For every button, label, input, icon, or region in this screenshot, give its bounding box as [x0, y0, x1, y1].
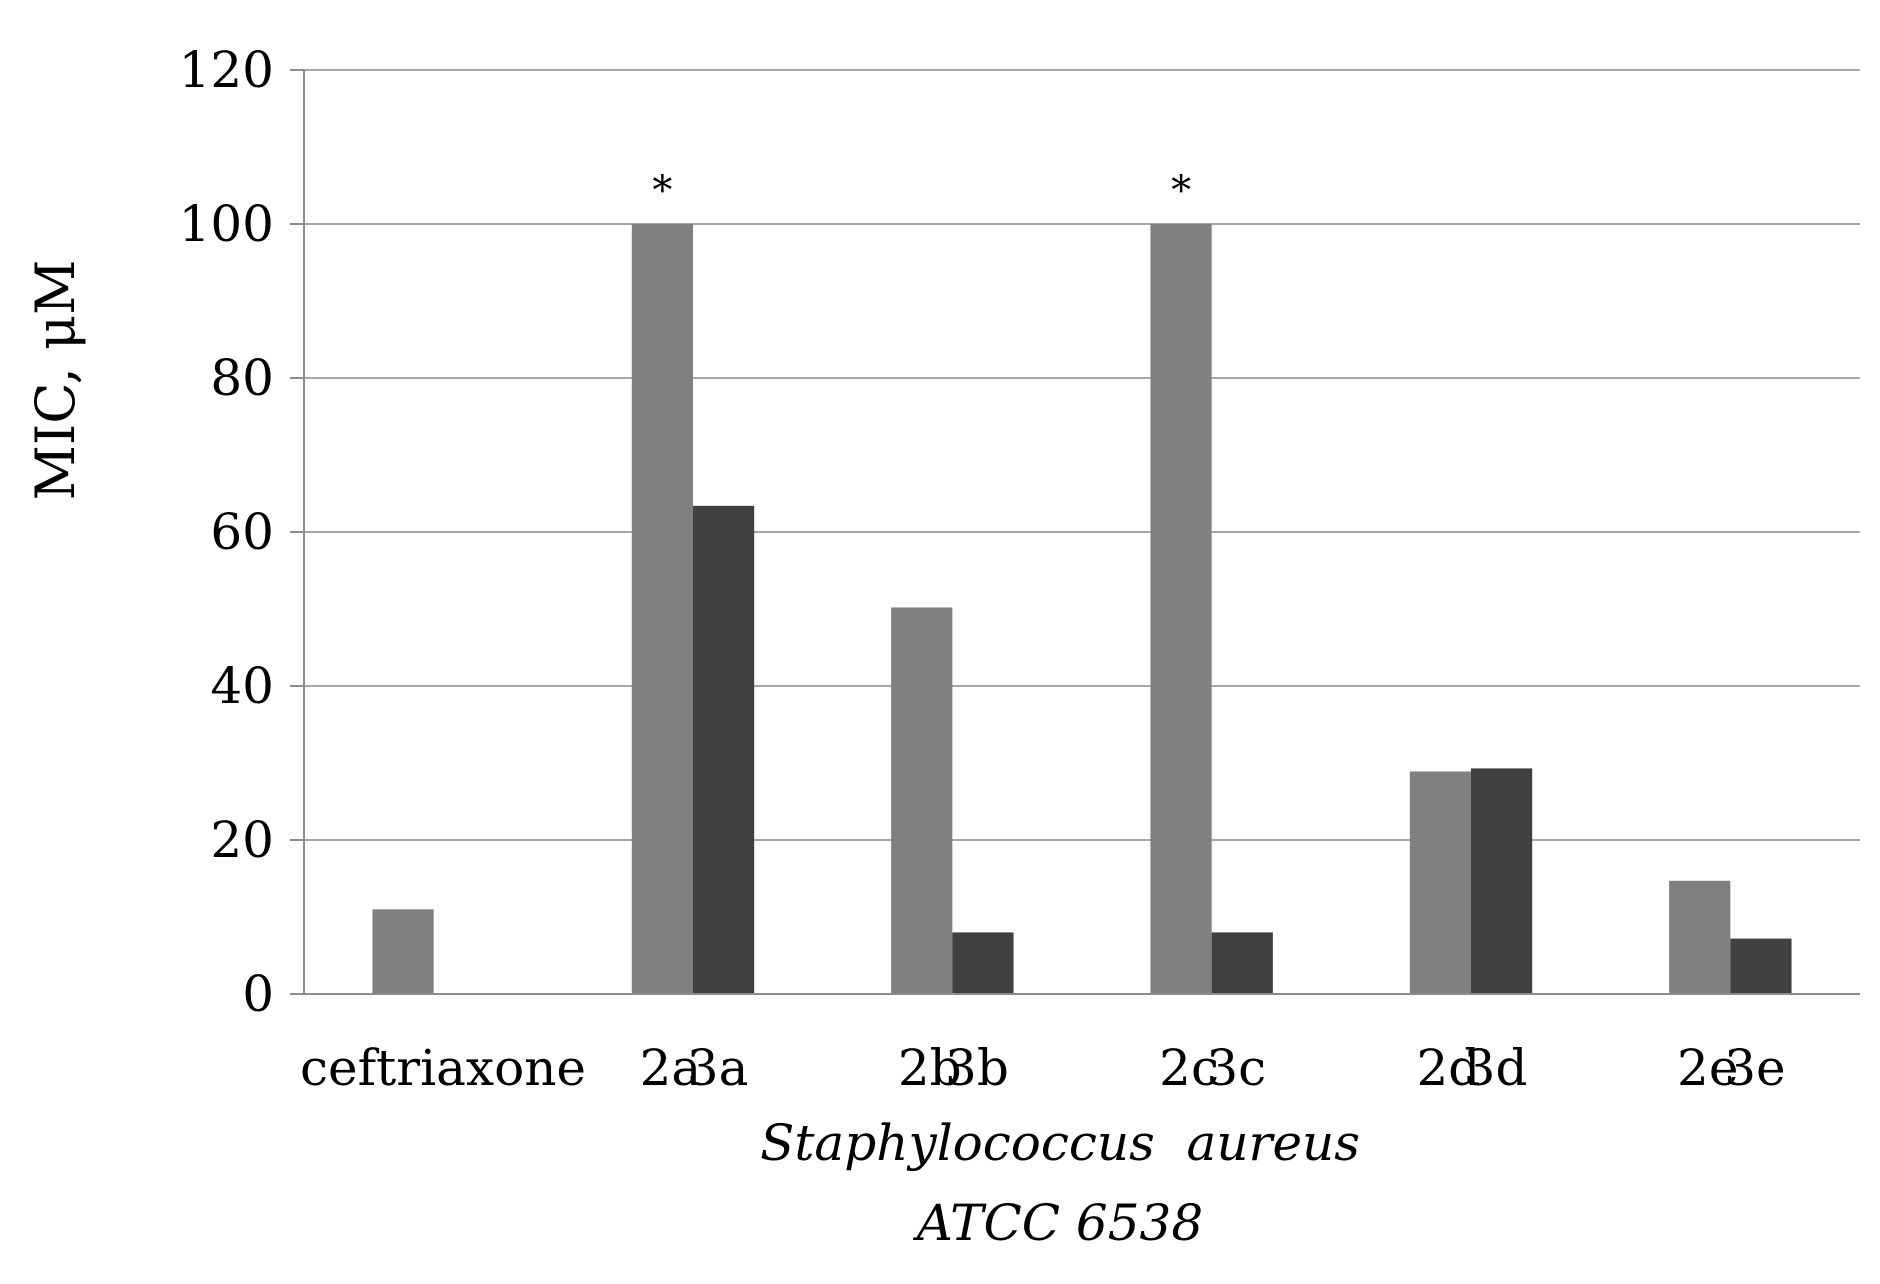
category-label: 3b: [945, 1039, 1009, 1097]
x-axis-label-line-1: Staphylococcus aureus: [760, 1114, 1360, 1172]
significance-markers: * *: [652, 168, 1191, 214]
category-label: 2c: [1159, 1039, 1219, 1097]
bar-3d: [1471, 768, 1533, 994]
category-label: 2e: [1677, 1039, 1738, 1097]
y-tick-label: 60: [210, 503, 274, 561]
category-label: 2b: [898, 1039, 962, 1097]
gridlines: [304, 69, 1860, 841]
bar-3b: [952, 932, 1014, 994]
y-tick-label: 0: [242, 965, 274, 1023]
category-label: 3a: [687, 1039, 749, 1097]
y-tick-label: 40: [210, 657, 274, 715]
bar-3e: [1730, 938, 1792, 994]
bar-2e: [1669, 880, 1731, 994]
category-label: 3e: [1724, 1039, 1785, 1097]
y-tick-label: 80: [210, 349, 274, 407]
bar-2c: [1150, 224, 1212, 994]
bar-2b: [891, 607, 953, 994]
category-label: 2d: [1416, 1039, 1480, 1097]
category-label: 2a: [640, 1039, 702, 1097]
y-tick-label: 20: [210, 811, 274, 869]
bar-2a: [631, 224, 693, 994]
y-tick-labels: 0 20 40 60 80 100 120: [179, 41, 304, 1023]
bar-2d: [1409, 771, 1471, 994]
significance-star: *: [1171, 168, 1191, 214]
category-label: 3c: [1206, 1039, 1266, 1097]
y-tick-label: 100: [179, 195, 274, 253]
category-label: 3d: [1464, 1039, 1528, 1097]
x-axis-label-line-2: ATCC 6538: [913, 1194, 1203, 1252]
bars: [372, 224, 1792, 994]
y-axis-label: MIC, μM: [24, 260, 87, 501]
significance-star: *: [652, 168, 672, 214]
y-tick-label: 120: [179, 41, 274, 99]
bar-ceftriaxone: [372, 909, 434, 994]
bar-3c: [1211, 932, 1273, 994]
bar-3a: [693, 505, 755, 994]
category-label: ceftriaxone: [300, 1039, 586, 1097]
